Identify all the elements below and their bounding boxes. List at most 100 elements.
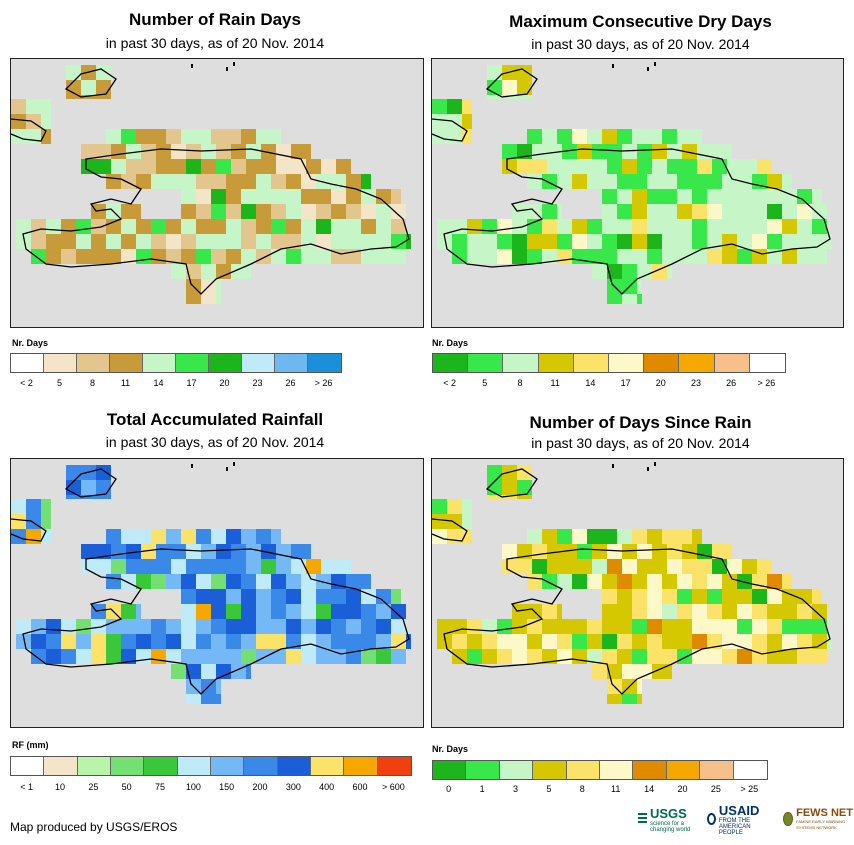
grid-cell (572, 234, 587, 249)
grid-cell (186, 294, 201, 304)
map-frame[interactable] (431, 58, 844, 328)
islet-mark (191, 64, 193, 68)
islet-mark (233, 462, 235, 466)
legend-swatch (433, 761, 467, 779)
legend-swatch (733, 761, 767, 779)
grid-cell (306, 559, 321, 574)
grid-cell (767, 634, 782, 649)
grid-cell (301, 219, 316, 234)
grid-cell (316, 604, 331, 619)
grid-cell (181, 529, 196, 544)
grid-cell (226, 634, 241, 649)
grid-cell (196, 129, 211, 144)
grid-cell (211, 174, 226, 189)
legend-tick-label: 25 (710, 784, 721, 794)
map-frame[interactable] (10, 458, 424, 728)
grid-cell (316, 649, 331, 664)
grid-cell (647, 574, 662, 589)
legend-swatch (538, 354, 574, 372)
grid-cell (737, 204, 752, 219)
legend-tick-label: 1 (479, 784, 485, 794)
grid-cell (276, 159, 291, 174)
grid-cell (256, 174, 271, 189)
grid-cell (186, 559, 201, 574)
grid-cell (482, 649, 497, 664)
legend-swatch (599, 761, 634, 779)
grid-cell (241, 234, 256, 249)
grid-cell (727, 144, 732, 159)
grid-cell (151, 249, 166, 264)
grid-cell (331, 604, 346, 619)
islet-mark (647, 467, 649, 471)
grid-cell (647, 589, 662, 604)
grid-cell (186, 664, 201, 679)
grid-cell (542, 619, 557, 634)
legend-tick-label: 400 (319, 782, 335, 792)
legend-tick-label: 14 (153, 378, 164, 388)
grid-cell (542, 604, 557, 619)
legend-ticks: < 2 5 8 11 14 17 20 23 26 > 26 (10, 378, 340, 390)
grid-cell (211, 249, 226, 264)
grid-cell (151, 174, 166, 189)
grid-cell (662, 589, 677, 604)
grid-cell (707, 604, 722, 619)
grid-cell (482, 634, 497, 649)
grid-cell (141, 159, 156, 174)
grid-cell (542, 234, 557, 249)
grid-cell (737, 234, 752, 249)
grid-cell (637, 679, 642, 694)
grid-cell (692, 129, 702, 144)
grid-cell (61, 634, 76, 649)
grid-cell (487, 495, 502, 499)
grid-cell (151, 634, 166, 649)
grid-cell (677, 529, 692, 544)
grid-cell (502, 559, 517, 574)
grid-cell (291, 544, 306, 559)
grid-cell (767, 619, 782, 634)
grid-cell (81, 95, 96, 99)
grid-cell (256, 574, 271, 589)
grid-cell (201, 544, 216, 559)
grid-cell (812, 604, 827, 619)
grid-cell (722, 219, 737, 234)
grid-cell (31, 649, 46, 664)
grid-cell (707, 174, 722, 189)
grid-cell (692, 204, 707, 219)
grid-cell (226, 204, 241, 219)
grid-cell (16, 634, 31, 649)
grid-cell (737, 189, 752, 204)
legend-swatch (44, 757, 78, 775)
grid-cell (752, 219, 767, 234)
legend-bar (432, 353, 786, 373)
grid-cell (316, 219, 331, 234)
grid-cell (737, 219, 752, 234)
grid-cell (812, 204, 827, 219)
grid-cell (462, 129, 472, 144)
grid-cell (346, 604, 361, 619)
grid-cell (286, 219, 301, 234)
grid-cell (812, 589, 822, 604)
grid-cell (196, 249, 211, 264)
legend-swatch (633, 761, 667, 779)
grid-cell (316, 589, 331, 604)
grid-cell (136, 129, 151, 144)
grid-cell (121, 219, 136, 234)
usgs-logo: USGS science for a changing world (638, 806, 699, 833)
grid-cell (547, 559, 562, 574)
map-frame[interactable] (431, 458, 844, 728)
grid-cell (106, 249, 121, 264)
grid-cell (727, 559, 742, 574)
grid-cell (361, 619, 376, 634)
grid-cell (271, 129, 281, 144)
grid-cell (361, 649, 376, 664)
grid-cell (271, 219, 286, 234)
legend-tick-label: 17 (620, 378, 631, 388)
legend-swatch (209, 354, 242, 372)
grid-cell (547, 144, 562, 159)
grid-cell (151, 574, 166, 589)
grid-cell (216, 559, 231, 574)
map-frame[interactable] (10, 58, 424, 328)
legend-tick-label: < 2 (20, 378, 33, 388)
grid-cell (452, 249, 467, 264)
grid-cell (301, 189, 316, 204)
